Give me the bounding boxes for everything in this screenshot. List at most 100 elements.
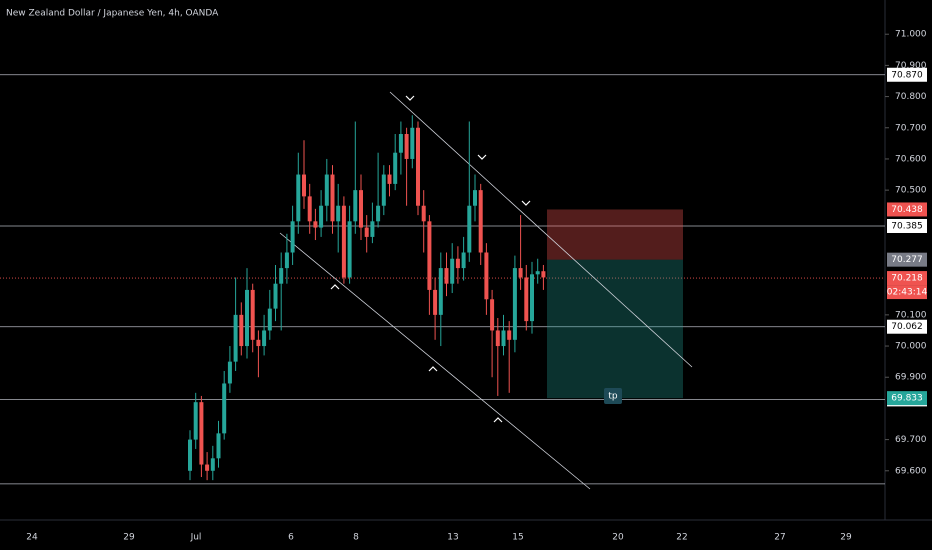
candle-body	[478, 190, 483, 253]
price-label-bg	[887, 218, 927, 233]
price-label: 70.218	[891, 274, 923, 284]
candle-body	[273, 283, 278, 309]
candle-body	[455, 258, 460, 269]
price-label: 70.277	[891, 255, 923, 265]
price-label-bg	[887, 252, 927, 267]
candle-body	[296, 174, 301, 222]
candle-body	[376, 205, 381, 222]
countdown-bg	[887, 285, 927, 300]
candle-body	[364, 227, 369, 237]
candle-body	[438, 268, 443, 315]
candle-body	[490, 299, 495, 331]
x-tick-label: Jul	[190, 533, 202, 543]
price-label-bg	[887, 391, 927, 406]
candle-body	[450, 258, 455, 284]
candle-body	[267, 308, 272, 331]
candle-body	[324, 174, 329, 206]
candle-body	[250, 289, 255, 340]
tp-tag: tp	[608, 392, 618, 402]
y-tick-label: 71.000	[895, 30, 927, 40]
x-tick-label: 29	[840, 533, 852, 543]
y-tick-label: 70.900	[895, 61, 927, 71]
candle-body	[353, 190, 358, 222]
candle-body	[387, 174, 392, 184]
x-tick-label: 13	[447, 533, 458, 543]
pivot-marker	[330, 284, 340, 290]
candle-body	[359, 190, 363, 228]
candle-body	[210, 458, 215, 471]
candle-body	[518, 268, 523, 278]
x-tick-label: 29	[123, 533, 135, 543]
candle-body	[421, 205, 426, 222]
x-tick-label: 22	[676, 533, 687, 543]
candle-body	[216, 433, 221, 459]
y-tick-label: 69.600	[895, 466, 927, 476]
candle-body	[461, 252, 466, 269]
y-tick-label: 70.700	[895, 123, 927, 133]
y-tick-label: 70.000	[895, 342, 927, 352]
candle-body	[467, 205, 472, 253]
candle-body	[313, 221, 318, 228]
candle-body	[393, 152, 398, 184]
candle-body	[205, 464, 210, 471]
channel-upper	[389, 91, 693, 368]
price-label: 70.385	[891, 221, 923, 231]
candle-body	[290, 221, 295, 253]
price-label-bg	[887, 202, 927, 217]
candle-body	[501, 330, 506, 347]
price-label: 69.833	[891, 394, 923, 404]
candle-body	[256, 339, 261, 347]
pivot-marker	[477, 154, 487, 160]
candle-body	[433, 289, 438, 315]
candle-body	[427, 221, 432, 290]
price-label-bg	[887, 319, 927, 334]
candle-body	[404, 134, 409, 159]
price-label: 70.438	[891, 205, 923, 215]
x-tick-label: 8	[353, 533, 359, 543]
price-label: 70.870	[891, 70, 923, 80]
price-label-bg	[887, 67, 927, 82]
candle-body	[495, 330, 500, 347]
candle-body	[199, 402, 204, 465]
pivot-marker	[428, 366, 438, 372]
y-tick-label: 70.500	[895, 186, 927, 196]
candle-body	[279, 268, 284, 284]
candle-body	[302, 174, 306, 197]
y-tick-label: 70.800	[895, 92, 927, 102]
candle-body	[239, 314, 244, 347]
price-label-bg	[887, 271, 927, 286]
candle-body	[319, 205, 324, 228]
stop-zone	[547, 209, 683, 260]
x-tick-label: 27	[774, 533, 785, 543]
candle-body	[188, 439, 192, 471]
pivot-marker	[405, 95, 415, 101]
chart-title: New Zealand Dollar / Japanese Yen, 4h, O…	[6, 9, 219, 19]
target-zone	[547, 259, 683, 399]
candle-body	[541, 271, 546, 278]
candle-body	[370, 221, 375, 237]
candle-body	[416, 127, 420, 206]
candle-body	[444, 268, 449, 284]
x-tick-label: 15	[512, 533, 523, 543]
candle-body	[524, 277, 529, 322]
channel-lower	[279, 232, 591, 490]
candle-body	[473, 190, 477, 206]
x-tick-label: 6	[288, 533, 294, 543]
candle-body	[307, 196, 312, 222]
candle-body	[530, 274, 534, 322]
tp-tag-bg	[604, 388, 622, 404]
candle-body	[507, 330, 512, 340]
candle-body	[245, 289, 249, 347]
candle-body	[398, 134, 403, 153]
candle-body	[227, 361, 232, 384]
x-tick-label: 20	[612, 533, 624, 543]
candle-body	[330, 174, 335, 222]
y-tick-label: 69.700	[895, 435, 927, 445]
candle-body	[222, 383, 227, 434]
candle-body	[284, 252, 289, 269]
candle-body	[410, 127, 415, 159]
candle-body	[341, 205, 346, 278]
